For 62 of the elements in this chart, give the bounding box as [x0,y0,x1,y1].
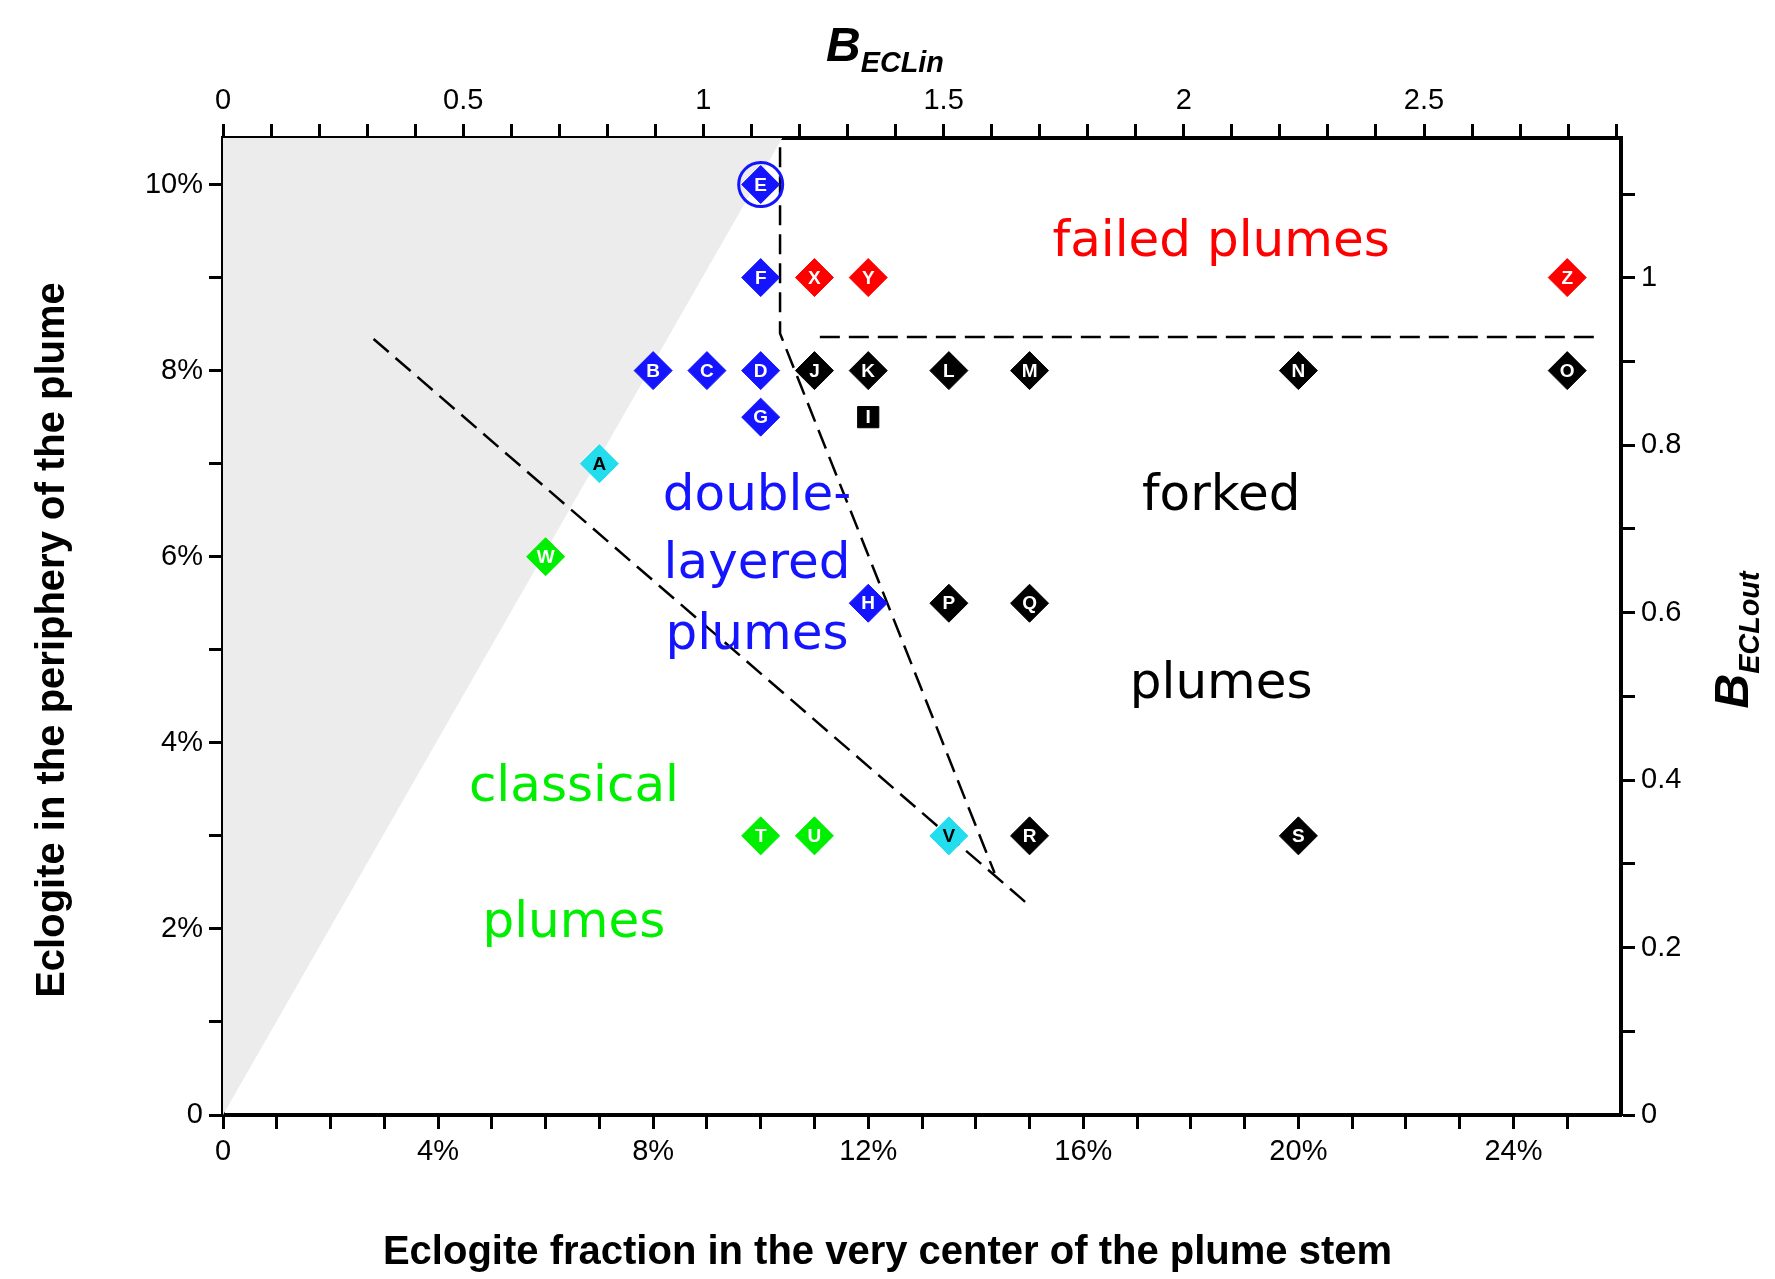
x-tick-label: 4% [417,1134,460,1167]
data-label: M [1021,359,1038,381]
x-tick-label: 8% [632,1134,675,1167]
data-label: K [861,359,876,381]
data-label: L [943,359,956,381]
x-tick-label: 12% [839,1134,898,1167]
x-tick-label: 20% [1269,1134,1328,1167]
x2-tick-label: 1 [695,82,712,115]
annotation: failed plumes [1052,209,1390,268]
data-label: V [942,825,956,847]
annotation: forked [1141,463,1301,522]
y-tick-label: 6% [161,538,203,571]
y-tick-label: 2% [161,910,203,943]
data-label: O [1559,359,1575,381]
x-axis-title: Eclogite fraction in the very center of the plume stem [381,1228,1394,1273]
data-label: Z [1561,266,1574,288]
y-tick-label: 8% [161,352,203,385]
annotation: layered [663,531,851,590]
data-label: T [754,825,767,847]
data-label: B [646,359,661,381]
y-tick-label: 10% [144,166,203,199]
x2-tick-label: 1.5 [923,82,964,115]
data-label: S [1292,825,1305,847]
y2-tick-label: 0.8 [1641,427,1682,460]
data-label: N [1291,359,1306,381]
data-label: R [1022,825,1037,847]
x-tick-label: 24% [1484,1134,1543,1167]
y-axis-title: Eclogite in the periphery of the plume [27,282,73,998]
x2-tick-label: 2.5 [1403,82,1445,115]
annotation: plumes [665,603,849,662]
data-label: D [753,359,768,381]
y2-tick-label: 1 [1641,259,1658,292]
y-tick-label: 0 [186,1097,203,1129]
y2-tick-label: 0 [1641,1097,1658,1129]
data-label: Q [1022,592,1037,614]
x-tick-label: 16% [1054,1134,1113,1167]
data-label: W [536,545,555,567]
y2-tick-label: 0.2 [1641,929,1682,962]
data-label: J [809,359,820,381]
x2-tick-label: 2 [1175,82,1192,115]
data-label: C [700,359,715,381]
annotation: plumes [1129,652,1313,711]
data-label: A [592,452,607,474]
data-label: X [808,266,822,288]
y2-tick-label: 0.4 [1641,762,1682,795]
data-label: P [942,592,956,614]
x2-tick-label: 0 [214,82,232,115]
annotation: double- [662,463,852,522]
data-label: I [865,406,871,428]
x2-tick-label: 0.5 [443,82,484,115]
data-label: F [754,266,767,288]
x-tick-label: 0 [214,1134,232,1167]
data-label: U [807,825,822,847]
x2-axis-title: B$_{ECLin}$ [826,17,944,79]
y-tick-label: 4% [161,724,203,757]
data-label: H [861,592,876,614]
data-label: Y [861,266,875,288]
annotation: plumes [482,891,666,950]
data-label: G [753,406,769,428]
y2-tick-label: 0.6 [1641,594,1682,627]
annotation: classical [468,754,679,813]
data-label: E [754,173,768,195]
